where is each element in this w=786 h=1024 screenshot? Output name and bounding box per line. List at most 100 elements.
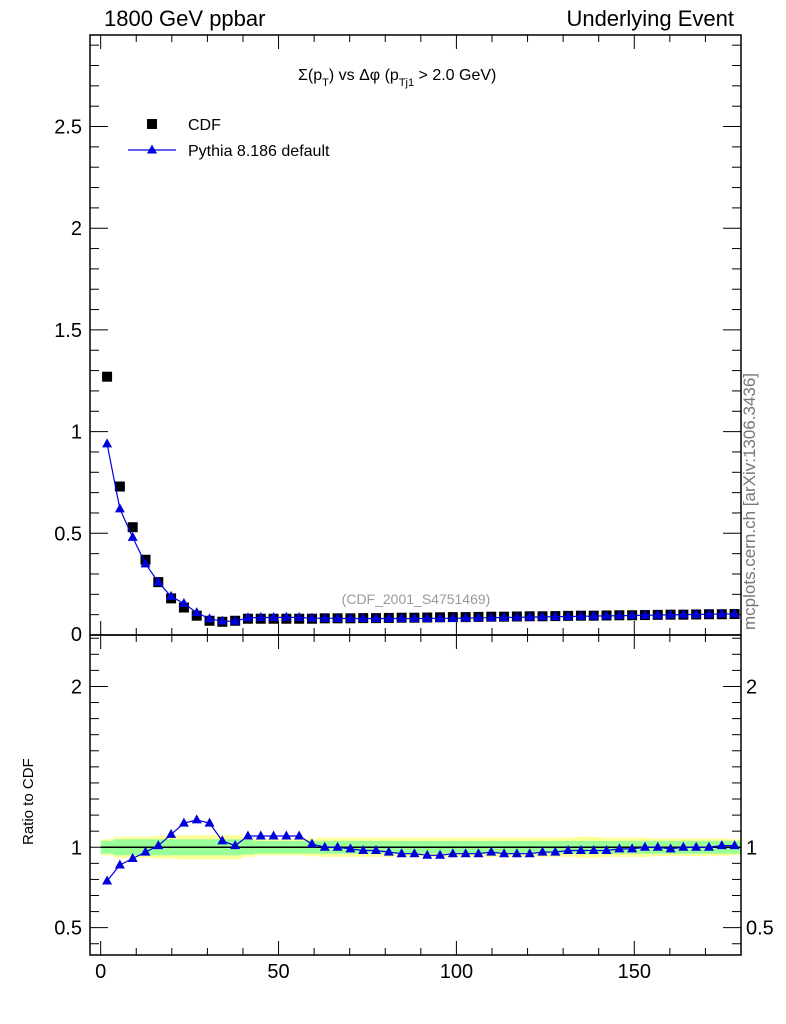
pythia-data-point [242,612,253,622]
pythia-data-point [127,531,138,541]
pythia-data-point [345,613,356,623]
header-process-label: Underlying Event [566,6,734,31]
pythia-ratio-point [550,846,561,856]
main-title: Σ(pT) vs Δφ (pTj1 > 2.0 GeV) [298,67,496,89]
pythia-data-point [114,503,125,513]
ratio-y-tick-label-left: 2 [71,676,82,698]
ratio-y-tick-label-right: 1 [746,837,757,859]
pythia-data-point [601,610,612,620]
x-tick-label: 50 [267,961,289,983]
pythia-ratio-point [217,835,228,845]
pythia-data-point [166,590,177,600]
pythia-data-point [153,576,164,586]
pythia-ratio-point [511,848,522,858]
pythia-data-point [550,611,561,621]
data-marks [100,371,741,885]
pythia-ratio-point [127,853,138,863]
pythia-data-point [281,611,292,621]
pythia-data-point [627,609,638,619]
title-sigma-part: Σ(p [298,67,322,84]
pythia-ratio-point [473,848,484,858]
pythia-data-point [191,607,202,617]
pythia-data-point [102,438,113,448]
x-tick-label: 150 [618,961,651,983]
pythia-ratio-point [281,830,292,840]
pythia-data-point [499,612,510,622]
pythia-data-point [396,613,407,623]
pythia-ratio-point [345,843,356,853]
x-tick-label: 0 [95,961,106,983]
pythia-ratio-point [435,849,446,859]
pythia-data-point [729,608,740,618]
pythia-data-point [319,612,330,622]
cdf-data-point [102,371,113,382]
pythia-ratio-point [332,841,343,851]
pythia-ratio-point [153,840,164,850]
pythia-ratio-point [358,844,369,854]
title-subscript-tj1: Tj1 [399,77,414,89]
pythia-ratio-point [499,848,510,858]
pythia-data-point [575,610,586,620]
pythia-ratio-point [716,840,727,850]
pythia-data-point [306,612,317,622]
title-middle-part: ) vs Δφ (p [329,67,399,84]
pythia-data-point [204,613,215,623]
pythia-data-point [473,612,484,622]
pythia-data-point [614,610,625,620]
cdf-data-point [127,522,138,533]
pythia-ratio-point [575,844,586,854]
header-energy-label: 1800 GeV ppbar [104,6,266,31]
pythia-data-point [422,613,433,623]
pythia-ratio-point [268,830,279,840]
pythia-data-point [639,609,650,619]
main-y-tick-label: 2.5 [54,117,82,139]
pythia-ratio-point [486,846,497,856]
pythia-ratio-point [204,817,215,827]
pythia-data-point [537,611,548,621]
legend-cdf-marker [147,119,157,129]
legend-pythia-label: Pythia 8.186 default [188,143,330,160]
pythia-data-point [588,610,599,620]
pythia-ratio-point [601,844,612,854]
pythia-data-point [703,608,714,618]
title-subscript-t: T [322,77,329,89]
pythia-data-point [140,558,151,568]
pythia-ratio-point [652,841,663,851]
pythia-data-point [486,612,497,622]
pythia-data-point [217,615,228,625]
pythia-ratio-point [409,848,420,858]
pythia-data-point [358,613,369,623]
pythia-data-point [652,609,663,619]
pythia-ratio-point [242,830,253,840]
pythia-ratio-point [703,841,714,851]
ratio-y-tick-label-left: 1 [71,837,82,859]
pythia-data-point [447,612,458,622]
pythia-ratio-point [691,841,702,851]
pythia-data-point [524,611,535,621]
pythia-data-point [716,608,727,618]
pythia-ratio-point [422,849,433,859]
main-y-tick-label: 1.5 [54,320,82,342]
analysis-watermark: (CDF_2001_S4751469) [342,591,491,607]
pythia-ratio-point [255,830,266,840]
pythia-data-point [563,610,574,620]
pythia-data-point [383,613,394,623]
legend-cdf-label: CDF [188,117,221,134]
pythia-ratio-point [191,814,202,824]
pythia-data-point [294,612,305,622]
pythia-ratio-point [178,817,189,827]
pythia-data-point [255,612,266,622]
pythia-ratio-point [639,841,650,851]
ratio-y-tick-label-right: 0.5 [746,918,774,940]
pythia-ratio-point [306,838,317,848]
pythia-data-point [230,615,241,625]
pythia-ratio-point [114,859,125,869]
pythia-ratio-point [729,840,740,850]
pythia-ratio-point [102,875,113,885]
main-y-tick-label: 0.5 [54,523,82,545]
cdf-data-point [114,481,125,492]
pythia-ratio-point [563,844,574,854]
pythia-data-point [435,612,446,622]
pythia-data-point [678,609,689,619]
